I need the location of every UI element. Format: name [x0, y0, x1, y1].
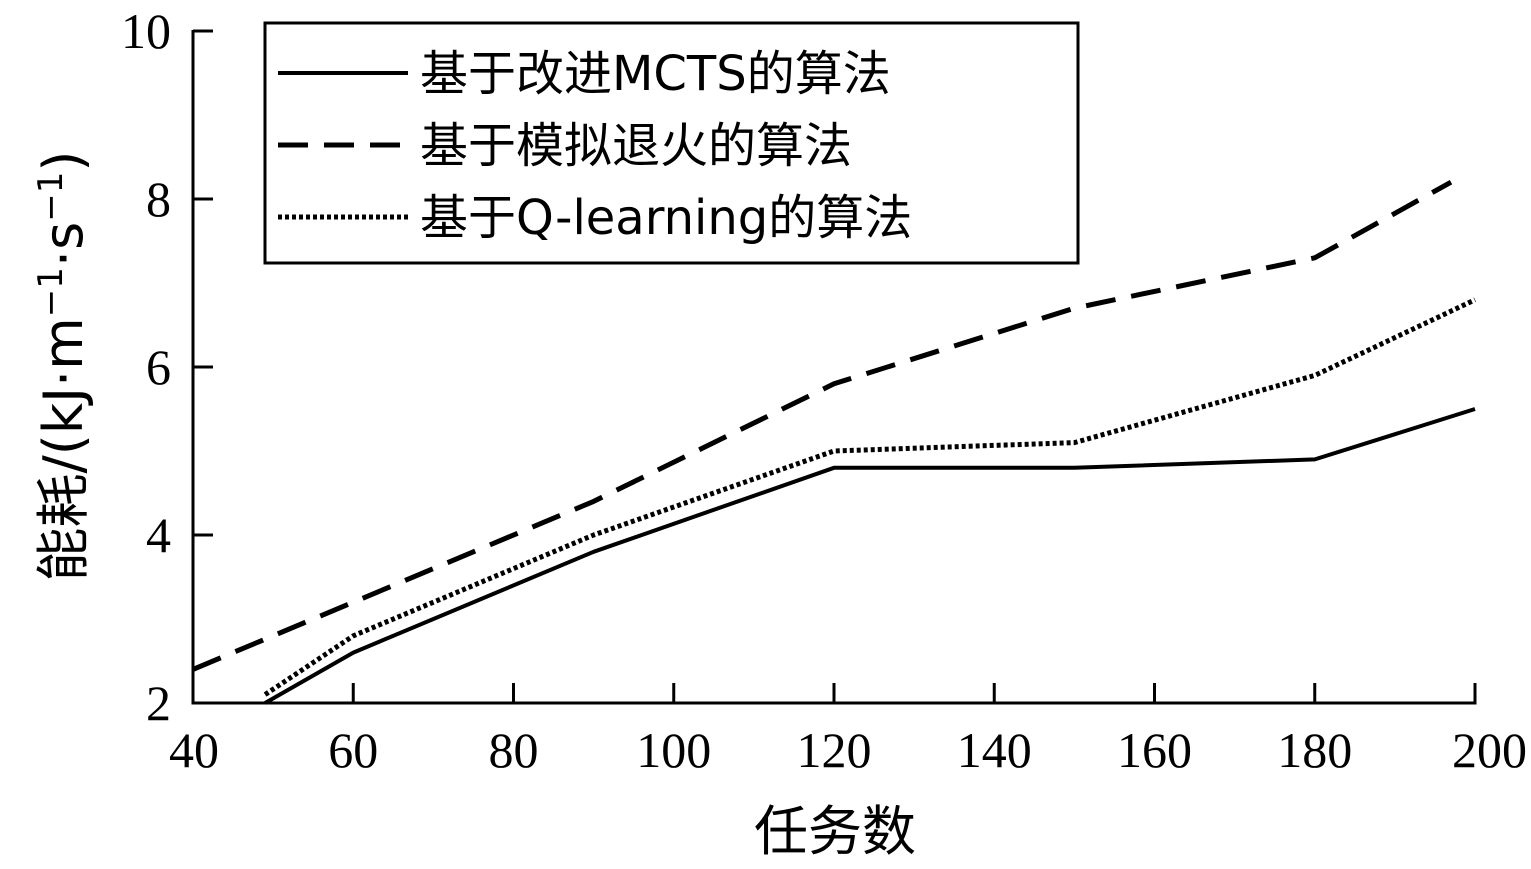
series-line-dashed [192, 180, 1453, 672]
x-axis-title: 任务数 [754, 800, 916, 863]
legend-label: 基于Q-learning的算法 [420, 190, 912, 246]
axes: 40 60 80 100 120 140 160 180 200 2 4 6 8 10 [121, 3, 1527, 778]
legend-box [263, 21, 1080, 265]
x-tick-label: 40 [169, 722, 219, 778]
y-tick-label: 10 [121, 3, 171, 59]
x-tick-label: 180 [1277, 722, 1352, 778]
series-line-solid [264, 407, 1476, 705]
y-axis-title-end: ) [32, 151, 95, 172]
x-tick-label: 140 [957, 722, 1032, 778]
y-tick-label: 6 [146, 339, 171, 395]
x-tick-label: 160 [1117, 722, 1192, 778]
legend-label: 基于改进MCTS的算法 [420, 46, 891, 102]
y-axis-title-main: 能耗/(kJ·m [32, 317, 95, 581]
x-tick-label: 120 [797, 722, 872, 778]
y-tick-label: 8 [146, 171, 171, 227]
legend-label: 基于模拟退火的算法 [420, 118, 852, 174]
series-lines [192, 180, 1477, 705]
y-axis-title-sup1: −1 [31, 267, 71, 317]
y-tick-label: 4 [146, 507, 171, 563]
y-axis-title-sup2: −1 [31, 172, 71, 222]
x-tick-label: 80 [489, 722, 539, 778]
x-tick-label: 100 [636, 722, 711, 778]
x-tick-label: 200 [1452, 722, 1527, 778]
series-line-dotted [263, 297, 1477, 697]
y-axis-title: 能耗/(kJ·m−1·s−1) [31, 151, 95, 582]
y-axis-title-mid: ·s [32, 222, 95, 267]
x-tick-label: 60 [328, 722, 378, 778]
y-tick-label: 2 [146, 675, 171, 731]
